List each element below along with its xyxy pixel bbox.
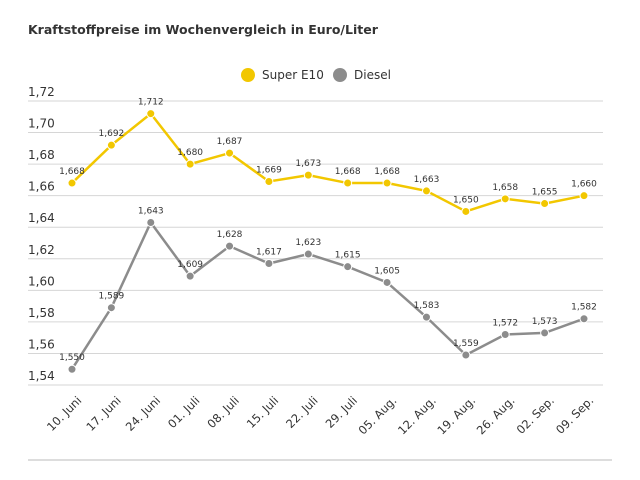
y-tick-label: 1,68 xyxy=(28,148,55,162)
point xyxy=(106,140,116,150)
point xyxy=(225,148,235,158)
point xyxy=(382,178,392,188)
value-label: 1,615 xyxy=(335,251,361,261)
legend-marker xyxy=(333,68,347,82)
point xyxy=(67,364,77,374)
x-tick-label: 26. Aug. xyxy=(474,393,518,437)
point xyxy=(579,314,589,324)
y-tick-label: 1,60 xyxy=(28,274,55,288)
y-tick-label: 1,56 xyxy=(28,337,55,351)
point xyxy=(225,241,235,251)
point xyxy=(382,277,392,287)
value-label: 1,628 xyxy=(217,230,243,240)
x-tick-label: 19. Aug. xyxy=(434,393,478,437)
x-tick-label: 09. Sep. xyxy=(553,393,596,436)
legend-marker xyxy=(241,68,255,82)
x-tick-label: 17. Juni xyxy=(83,393,123,433)
point xyxy=(303,170,313,180)
value-label: 1,650 xyxy=(453,195,479,205)
value-label: 1,623 xyxy=(295,238,321,248)
value-label: 1,692 xyxy=(99,129,125,139)
value-label: 1,687 xyxy=(217,137,243,147)
x-tick-label: 22. Juli xyxy=(283,393,320,430)
point xyxy=(540,199,550,209)
point xyxy=(106,303,116,313)
y-tick-label: 1,62 xyxy=(28,243,55,257)
value-label: 1,609 xyxy=(177,260,203,270)
value-label: 1,680 xyxy=(177,148,203,158)
series-line xyxy=(71,111,585,213)
x-tick-label: 08. Juli xyxy=(204,393,241,430)
point xyxy=(461,350,471,360)
point xyxy=(540,328,550,338)
value-label: 1,643 xyxy=(138,206,164,216)
value-label: 1,605 xyxy=(374,266,400,276)
point xyxy=(185,271,195,281)
value-label: 1,572 xyxy=(492,319,518,329)
x-tick-label: 29. Juli xyxy=(323,393,360,430)
value-label: 1,668 xyxy=(59,167,85,177)
value-label: 1,673 xyxy=(295,159,321,169)
point xyxy=(146,109,156,119)
y-tick-label: 1,70 xyxy=(28,117,55,131)
value-label: 1,668 xyxy=(374,167,400,177)
x-tick-label: 12. Aug. xyxy=(395,393,439,437)
value-label: 1,582 xyxy=(571,303,597,313)
point xyxy=(67,178,77,188)
point xyxy=(579,191,589,201)
y-tick-label: 1,64 xyxy=(28,211,55,225)
point xyxy=(500,330,510,340)
y-tick-label: 1,66 xyxy=(28,180,55,194)
series-line xyxy=(70,220,585,370)
value-label: 1,658 xyxy=(492,183,518,193)
value-label: 1,663 xyxy=(414,175,440,185)
point xyxy=(185,159,195,169)
point xyxy=(421,186,431,196)
point xyxy=(264,259,274,269)
point xyxy=(343,262,353,272)
y-tick-label: 1,54 xyxy=(28,369,55,383)
y-tick-label: 1,72 xyxy=(28,85,55,99)
value-label: 1,573 xyxy=(532,317,558,327)
value-label: 1,668 xyxy=(335,167,361,177)
value-label: 1,559 xyxy=(453,339,479,349)
legend-label: Diesel xyxy=(354,68,391,82)
value-label: 1,655 xyxy=(532,188,558,198)
x-tick-label: 05. Aug. xyxy=(356,393,400,437)
value-label: 1,617 xyxy=(256,248,282,258)
x-tick-label: 10. Juni xyxy=(44,393,84,433)
point xyxy=(421,312,431,322)
point xyxy=(303,249,313,259)
point xyxy=(343,178,353,188)
point xyxy=(264,176,274,186)
chart-title: Kraftstoffpreise im Wochenvergleich in E… xyxy=(28,22,379,37)
x-tick-label: 24. Juni xyxy=(123,393,163,433)
x-tick-label: 15. Juli xyxy=(244,393,281,430)
value-label: 1,660 xyxy=(571,180,597,190)
legend-label: Super E10 xyxy=(262,68,324,82)
value-label: 1,583 xyxy=(414,301,440,311)
y-tick-label: 1,58 xyxy=(28,306,55,320)
point xyxy=(146,217,156,227)
point xyxy=(461,206,471,216)
x-tick-label: 01. Juli xyxy=(165,393,202,430)
value-label: 1,589 xyxy=(99,292,125,302)
x-tick-label: 02. Sep. xyxy=(514,393,557,436)
value-label: 1,669 xyxy=(256,165,282,175)
value-label: 1,550 xyxy=(59,353,85,363)
value-label: 1,712 xyxy=(138,98,164,108)
point xyxy=(500,194,510,204)
